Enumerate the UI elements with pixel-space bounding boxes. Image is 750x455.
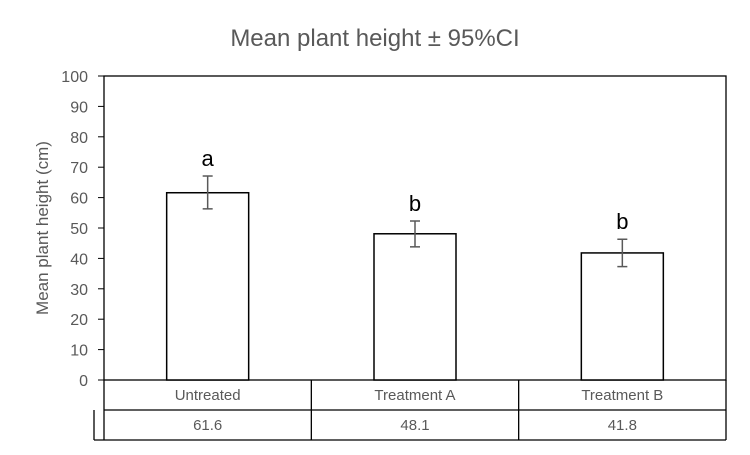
- x-category-label: Untreated: [175, 387, 241, 404]
- y-tick-label: 40: [70, 251, 88, 268]
- x-category-label: Treatment B: [581, 387, 663, 404]
- y-tick-label: 80: [70, 130, 88, 147]
- y-tick-label: 0: [79, 373, 88, 390]
- y-tick-label: 50: [70, 221, 88, 238]
- data-table-value: 48.1: [400, 417, 429, 434]
- bar: [580, 252, 665, 381]
- data-table-value: 41.8: [608, 417, 637, 434]
- significance-letter: b: [616, 209, 628, 234]
- significance-letter: b: [409, 191, 421, 216]
- y-tick-label: 100: [61, 69, 88, 86]
- y-tick-label: 30: [70, 282, 88, 299]
- y-tick-label: 90: [70, 99, 88, 116]
- y-axis-label: Mean plant height (cm): [33, 141, 52, 315]
- bar: [165, 191, 250, 381]
- y-tick-label: 70: [70, 160, 88, 177]
- data-table-value: 61.6: [193, 417, 222, 434]
- chart-title: Mean plant height ± 95%CI: [230, 25, 519, 52]
- bar: [373, 233, 457, 381]
- x-category-label: Treatment A: [374, 387, 455, 404]
- significance-letter: a: [202, 146, 215, 171]
- plot-area: 0 10 20 30 40 50 60 70 80 90 100 a b b Untreated Treatm…: [61, 69, 727, 441]
- y-tick-label: 20: [70, 312, 88, 329]
- y-tick-label: 60: [70, 191, 88, 208]
- y-tick-label: 10: [70, 343, 88, 360]
